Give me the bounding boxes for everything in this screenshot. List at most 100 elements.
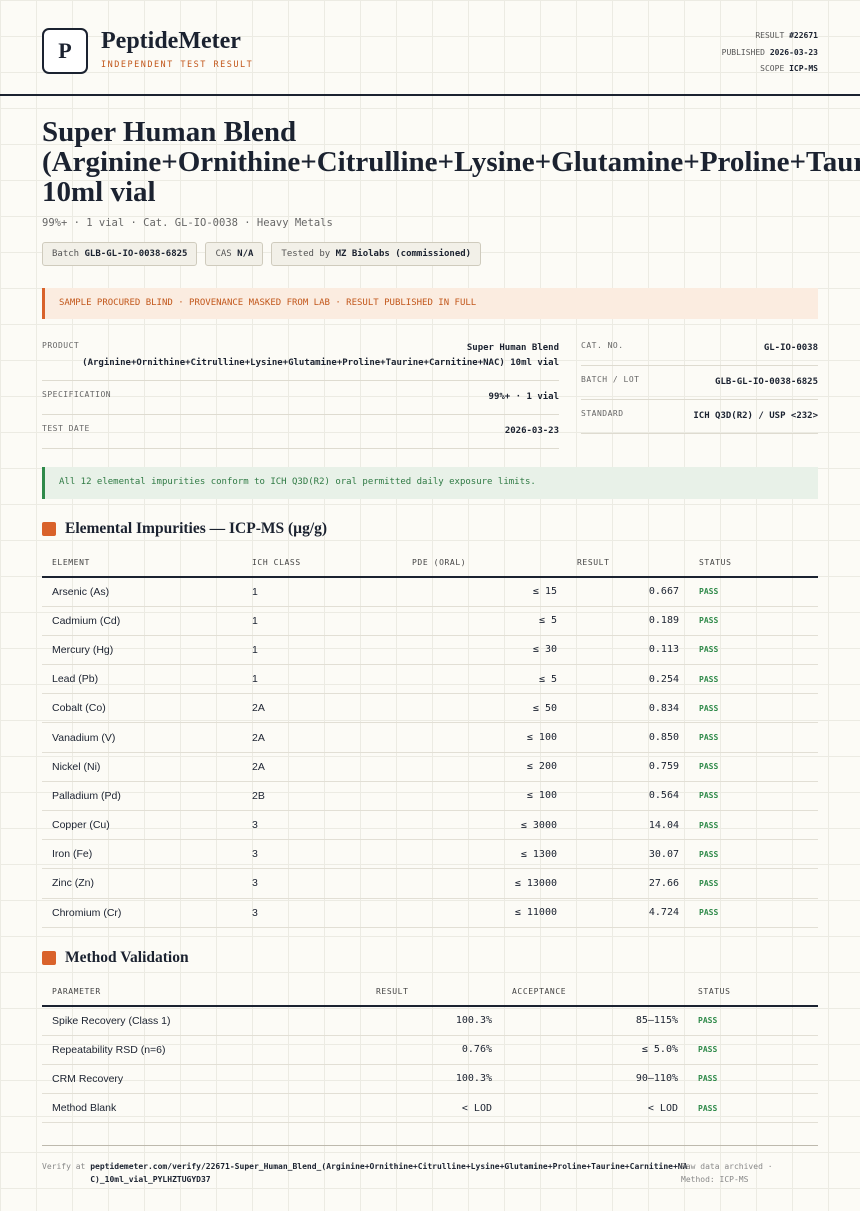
detail-value: GL-IO-0038 (763, 343, 818, 353)
cell: 3 (242, 868, 402, 899)
table-row: Repeatability RSD (n=6) 0.76% ≤ 5.0% PASS (42, 1035, 818, 1065)
cell: Chromium (Cr) (42, 898, 242, 928)
detail-label: BATCH / LOT (581, 375, 640, 384)
section-title: Elemental Impurities — ICP-MS (µg/g) (42, 520, 327, 538)
detail-label: CAT. NO. (581, 341, 624, 350)
section-title: Method Validation (42, 949, 189, 967)
column-header: PDE (ORAL) (402, 549, 567, 578)
cell: Arsenic (As) (42, 577, 242, 607)
chip-label: Batch (52, 249, 80, 259)
detail-row: PRODUCT Super Human Blend (Arginine+Ornit… (42, 332, 559, 381)
cell: Lead (Pb) (42, 664, 242, 695)
cell: < LOD (502, 1093, 688, 1124)
detail-value: Super Human Blend (Arginine+Ornithine+Ci… (82, 343, 559, 368)
status: PASS (689, 839, 818, 870)
table-row: CRM Recovery 100.3% 90–110% PASS (42, 1064, 818, 1095)
archive-note: Raw data archived · Method: ICP-MS (681, 1160, 773, 1186)
table-row: Copper (Cu) 3 ≤ 3000 14.04 PASS (42, 810, 818, 841)
cell: ≤ 11000 (402, 898, 567, 928)
table-row: Palladium (Pd) 2B ≤ 100 0.564 PASS (42, 781, 818, 812)
cell: 2A (242, 722, 402, 753)
tagline: INDEPENDENT TEST RESULT (101, 60, 254, 70)
detail-value: 2026-03-23 (504, 426, 559, 436)
cell: Iron (Fe) (42, 839, 242, 870)
table-head: PARAMETER RESULT ACCEPTANCE STATUS (42, 978, 818, 1007)
cell: 30.07 (567, 839, 689, 870)
detail-row: BATCH / LOT GLB-GL-IO-0038-6825 (581, 366, 818, 400)
header-row: ELEMENT ICH CLASS PDE (ORAL) RESULT STATUS (42, 549, 818, 578)
status: PASS (689, 693, 818, 724)
cell: 2A (242, 752, 402, 782)
status: PASS (689, 752, 818, 782)
cell: ≤ 200 (402, 752, 567, 782)
cell: CRM Recovery (42, 1064, 366, 1095)
archived: Raw data archived · (681, 1162, 773, 1171)
method: Method: ICP-MS (681, 1175, 749, 1184)
table-row: Method Blank < LOD < LOD PASS (42, 1093, 818, 1124)
section-marker (42, 522, 56, 536)
cell: 0.189 (567, 606, 689, 636)
status: PASS (689, 898, 818, 928)
cell: 1 (242, 664, 402, 695)
cell: ≤ 5 (402, 664, 567, 695)
detail-row: CAT. NO. GL-IO-0038 (581, 332, 818, 366)
cell: 100.3% (366, 1064, 502, 1095)
cell: 0.113 (567, 635, 689, 666)
cell: Cobalt (Co) (42, 693, 242, 724)
status: PASS (689, 664, 818, 695)
subtitle: 99%+ · 1 vial · Cat. GL-IO-0038 · Heavy … (42, 217, 333, 229)
section-text: Method Validation (65, 949, 189, 966)
detail-label: PRODUCT (42, 341, 80, 350)
column-header: STATUS (688, 978, 818, 1007)
column-header: RESULT (567, 549, 689, 578)
table-head: ELEMENT ICH CLASS PDE (ORAL) RESULT STATUS (42, 549, 818, 578)
cell: Copper (Cu) (42, 810, 242, 841)
cell: ≤ 3000 (402, 810, 567, 841)
chip: Batch GLB-GL-IO-0038-6825 (42, 242, 198, 266)
section-text: Elemental Impurities — ICP-MS (µg/g) (65, 520, 328, 537)
detail-row: SPECIFICATION 99%+ · 1 vial (42, 381, 559, 415)
table-row: Iron (Fe) 3 ≤ 1300 30.07 PASS (42, 839, 818, 870)
cell: ≤ 100 (402, 722, 567, 753)
status: PASS (688, 1064, 818, 1095)
logo: P (42, 28, 88, 74)
cell: 90–110% (502, 1064, 688, 1095)
detail-row: TEST DATE 2026-03-23 (42, 415, 559, 449)
cell: 0.850 (567, 722, 689, 753)
cell: Zinc (Zn) (42, 868, 242, 899)
cell: 3 (242, 839, 402, 870)
verify-url[interactable]: peptidemeter.com/verify/22671-Super_Huma… (90, 1162, 688, 1184)
brand: PeptideMeter (101, 28, 241, 54)
status: PASS (689, 781, 818, 812)
status: PASS (689, 606, 818, 636)
cell: 4.724 (567, 898, 689, 928)
column-header: RESULT (366, 978, 502, 1007)
cell: 2B (242, 781, 402, 812)
meta-row: SCOPE ICP-MS (722, 61, 818, 78)
detail-value: ICH Q3D(R2) / USP <232> (693, 411, 818, 421)
cell: 3 (242, 810, 402, 841)
table-row: Cadmium (Cd) 1 ≤ 5 0.189 PASS (42, 606, 818, 636)
header-row: PARAMETER RESULT ACCEPTANCE STATUS (42, 978, 818, 1007)
cell: 14.04 (567, 810, 689, 841)
cell: Repeatability RSD (n=6) (42, 1035, 366, 1065)
cell: 0.834 (567, 693, 689, 724)
meta: RESULT #22671 PUBLISHED 2026-03-23 SCOPE I… (722, 28, 818, 78)
column-header: PARAMETER (42, 978, 366, 1007)
column-header: ACCEPTANCE (502, 978, 688, 1007)
cell: ≤ 30 (402, 635, 567, 666)
cell: < LOD (366, 1093, 502, 1124)
impurities-table: ELEMENT ICH CLASS PDE (ORAL) RESULT STATUS Ar… (42, 549, 818, 928)
detail-label: SPECIFICATION (42, 390, 112, 399)
cell: Nickel (Ni) (42, 752, 242, 782)
table-row: Zinc (Zn) 3 ≤ 13000 27.66 PASS (42, 868, 818, 899)
meta-label: SCOPE (760, 64, 785, 73)
verify-prefix: Verify at (42, 1162, 86, 1171)
validation-table: PARAMETER RESULT ACCEPTANCE STATUS Spike Rec… (42, 978, 818, 1124)
cell: ≤ 100 (402, 781, 567, 812)
cell: ≤ 5 (402, 606, 567, 636)
footer: Verify at peptidemeter.com/verify/22671-… (42, 1145, 818, 1186)
meta-value: ICP-MS (789, 64, 818, 73)
column-header: ELEMENT (42, 549, 242, 578)
